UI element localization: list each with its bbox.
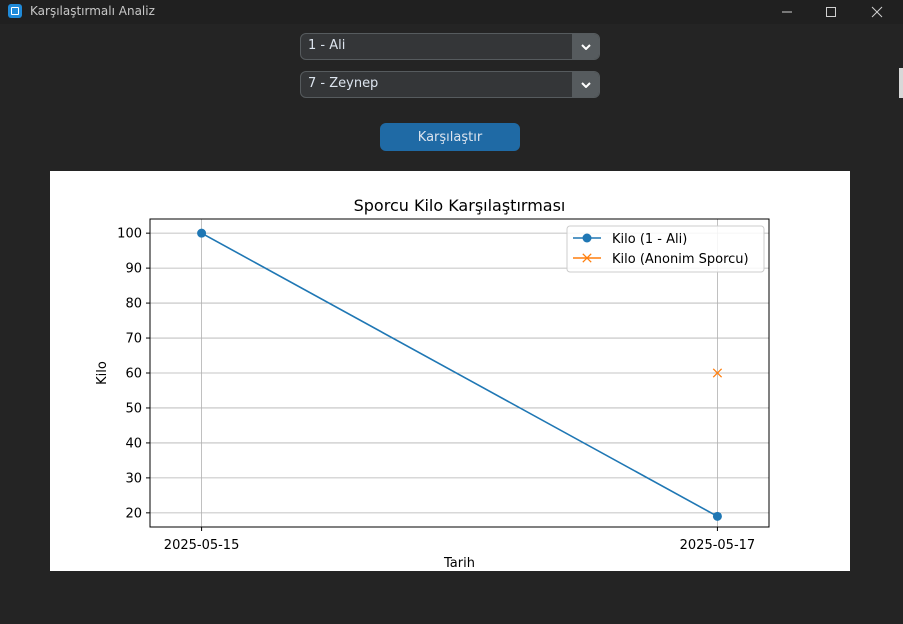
chart-svg: 20 30 40 50 60 70 80 90 100 2025-05-15 2025-05-17 S…	[95, 196, 770, 571]
chart-title: Sporcu Kilo Karşılaştırması	[354, 196, 566, 215]
maximize-icon	[826, 7, 836, 17]
legend-marker	[582, 233, 592, 243]
legend-label: Kilo (Anonim Sporcu)	[612, 252, 749, 267]
y-tick-label: 80	[125, 297, 142, 312]
close-icon	[871, 6, 883, 18]
x-tick-label: 2025-05-15	[164, 538, 240, 553]
chevron-down-icon	[580, 43, 591, 50]
y-tick-label: 90	[125, 262, 142, 277]
y-tick-label: 100	[117, 227, 142, 242]
y-tick-label: 50	[125, 401, 142, 416]
data-point-series-1	[712, 511, 722, 521]
athlete2-combobox[interactable]: 7 - Zeynep	[300, 71, 600, 98]
minimize-icon	[782, 11, 792, 13]
data-point-series-2	[712, 368, 723, 378]
athlete1-dropdown-button[interactable]	[572, 34, 599, 59]
chevron-down-icon	[580, 81, 591, 88]
title-bar: Karşılaştırmalı Analiz	[0, 0, 903, 24]
athlete1-combobox[interactable]: 1 - Ali	[300, 33, 600, 60]
series-line-1	[201, 232, 718, 518]
background-window-edge	[899, 68, 903, 98]
y-tick-label: 20	[125, 506, 142, 521]
y-tick-label: 30	[125, 471, 142, 486]
minimize-button[interactable]	[764, 0, 810, 24]
close-button[interactable]	[854, 0, 900, 24]
y-tick-label: 40	[125, 436, 142, 451]
x-axis-label: Tarih	[443, 556, 475, 571]
weight-chart: 20 30 40 50 60 70 80 90 100 2025-05-15 2025-05-17 S…	[50, 171, 850, 571]
legend-label: Kilo (1 - Ali)	[612, 232, 687, 247]
y-axis-label: Kilo	[95, 361, 110, 385]
legend-marker	[582, 253, 592, 263]
y-tick-label: 60	[125, 367, 142, 382]
athlete2-dropdown-button[interactable]	[572, 72, 599, 97]
app-icon	[8, 4, 22, 18]
maximize-button[interactable]	[808, 0, 854, 24]
x-tick-label: 2025-05-17	[680, 538, 756, 553]
athlete1-selected: 1 - Ali	[308, 38, 346, 53]
athlete2-selected: 7 - Zeynep	[308, 76, 379, 91]
legend-box	[566, 225, 765, 273]
y-tick-label: 70	[125, 332, 142, 347]
window-title: Karşılaştırmalı Analiz	[30, 4, 155, 18]
compare-button[interactable]: Karşılaştır	[380, 123, 520, 151]
data-point-series-1	[197, 228, 207, 238]
